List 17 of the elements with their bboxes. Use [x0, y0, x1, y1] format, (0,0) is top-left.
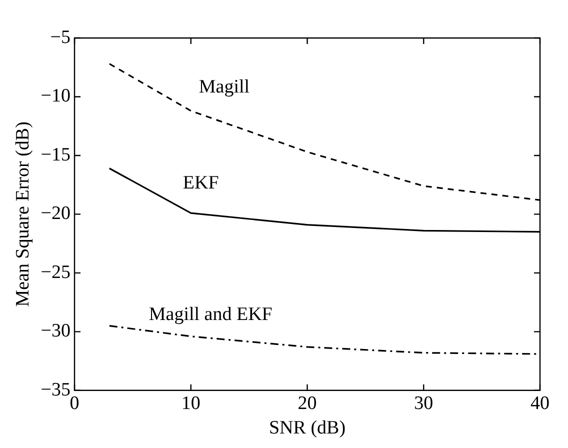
x-tick-label: 10	[181, 392, 200, 414]
series-label: Magill and EKF	[148, 304, 272, 325]
y-tick-label: −30	[40, 320, 71, 342]
x-tick-label: 0	[70, 392, 80, 414]
series-label: Magill	[198, 76, 250, 98]
y-tick-label: −25	[40, 262, 71, 283]
y-tick-label: −5	[50, 26, 71, 48]
x-tick-label: 40	[530, 392, 550, 414]
series-label: EKF	[182, 172, 219, 194]
y-tick-label: −15	[40, 144, 71, 166]
x-axis-title: SNR (dB)	[268, 418, 346, 439]
y-tick-label: −20	[40, 203, 71, 224]
y-tick-label: −10	[40, 86, 71, 107]
y-axis-title: Mean Square Error (dB)	[12, 122, 34, 307]
y-tick-label: −35	[40, 379, 71, 400]
x-tick-label: 30	[414, 392, 434, 414]
x-tick-label: 20	[298, 392, 317, 414]
